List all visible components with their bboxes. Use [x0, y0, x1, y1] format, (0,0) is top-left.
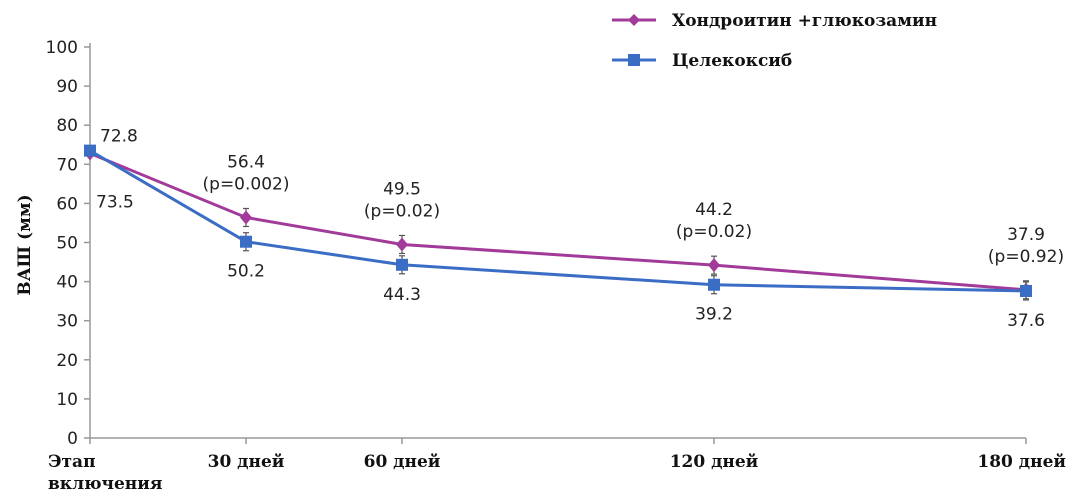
y-tick-label: 80: [56, 116, 78, 136]
data-label: 37.9 (p=0.92): [988, 225, 1064, 267]
chart-series: [84, 144, 1032, 301]
data-point-marker: [396, 258, 408, 271]
y-tick-label: 20: [56, 351, 78, 371]
x-category-label: 120 дней: [670, 452, 759, 472]
chart-axes: 0 10 20 30 40 50 60 70 80 90 100 Этап включения 30 дн…: [15, 38, 1066, 494]
y-tick-label: 100: [46, 38, 78, 58]
chart-data-labels: 72.8 56.4 (p=0.002) 49.5 (p=0.02) 44.2 (p=0.02…: [96, 126, 1064, 331]
x-category-label: 60 дней: [364, 452, 441, 472]
legend-marker: [628, 54, 640, 66]
data-label: 44.3: [383, 285, 421, 305]
y-tick-label: 60: [56, 194, 78, 214]
y-tick-label: 30: [56, 312, 78, 332]
y-tick-label: 40: [56, 273, 78, 293]
y-tick-label: 90: [56, 77, 78, 97]
data-point-marker: [1020, 284, 1032, 297]
data-label: 72.8: [100, 126, 138, 146]
y-tick-label: 10: [56, 390, 78, 410]
y-tick-label: 50: [56, 234, 78, 254]
y-axis-title: ВАШ (мм): [15, 194, 35, 295]
data-label: 73.5: [96, 193, 134, 213]
data-label: 49.5 (p=0.02): [364, 179, 440, 221]
legend-label: Хондроитин +глюкозамин: [672, 11, 937, 31]
data-point-marker: [240, 210, 252, 225]
legend-marker: [628, 14, 640, 26]
x-category-label: 180 дней: [977, 452, 1066, 472]
data-point-marker: [396, 237, 408, 252]
x-category-label: 30 дней: [208, 452, 285, 472]
y-tick-label: 70: [56, 155, 78, 175]
data-point-marker: [708, 258, 720, 273]
data-point-marker: [708, 278, 720, 291]
data-label: 37.6: [1007, 311, 1045, 331]
x-category-label: Этап включения: [48, 452, 162, 494]
data-point-marker: [84, 144, 96, 157]
chart-legend: Хондроитин +глюкозамин Целекоксиб: [612, 11, 937, 71]
legend-label: Целекоксиб: [672, 51, 792, 71]
data-label: 39.2: [695, 305, 733, 325]
data-label: 50.2: [227, 262, 265, 282]
data-label: 44.2 (p=0.02): [676, 200, 752, 242]
data-label: 56.4 (p=0.002): [203, 152, 290, 194]
y-tick-label: 0: [67, 429, 78, 449]
data-point-marker: [240, 235, 252, 248]
